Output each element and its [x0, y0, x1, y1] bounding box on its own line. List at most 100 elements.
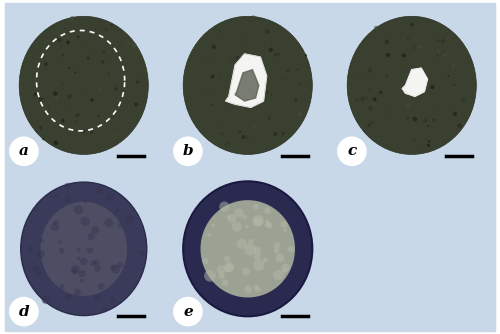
Circle shape — [26, 246, 33, 252]
Circle shape — [91, 226, 99, 234]
Circle shape — [209, 94, 210, 96]
Circle shape — [42, 299, 47, 303]
Circle shape — [224, 264, 233, 272]
Circle shape — [54, 96, 58, 99]
Circle shape — [94, 50, 98, 54]
Ellipse shape — [21, 182, 147, 316]
Circle shape — [304, 54, 307, 56]
Circle shape — [232, 98, 236, 102]
Circle shape — [358, 72, 362, 75]
Circle shape — [116, 208, 119, 212]
Circle shape — [71, 268, 78, 275]
Circle shape — [204, 270, 216, 282]
Circle shape — [66, 127, 67, 128]
Circle shape — [427, 125, 429, 127]
Circle shape — [245, 224, 249, 228]
Circle shape — [114, 88, 117, 91]
Circle shape — [252, 124, 256, 129]
Circle shape — [253, 204, 259, 210]
Circle shape — [212, 44, 216, 49]
Circle shape — [264, 221, 271, 227]
Circle shape — [76, 120, 78, 122]
Circle shape — [245, 78, 246, 80]
Circle shape — [360, 124, 362, 126]
Circle shape — [386, 53, 390, 57]
Circle shape — [68, 145, 69, 146]
Circle shape — [86, 56, 90, 60]
Circle shape — [398, 63, 404, 68]
Circle shape — [259, 130, 261, 132]
Circle shape — [437, 49, 440, 52]
Circle shape — [111, 265, 120, 274]
Circle shape — [435, 35, 438, 37]
Circle shape — [228, 214, 236, 223]
Circle shape — [386, 112, 388, 113]
Circle shape — [406, 117, 409, 120]
Circle shape — [58, 240, 61, 244]
Circle shape — [64, 294, 72, 301]
Text: b: b — [182, 144, 193, 158]
Circle shape — [447, 38, 448, 40]
Circle shape — [80, 279, 84, 283]
Circle shape — [274, 53, 277, 56]
Ellipse shape — [347, 16, 476, 154]
Ellipse shape — [19, 16, 148, 154]
Circle shape — [71, 265, 80, 273]
Circle shape — [429, 129, 432, 132]
Circle shape — [254, 253, 261, 260]
Polygon shape — [402, 68, 427, 96]
Circle shape — [360, 97, 365, 101]
Circle shape — [110, 265, 116, 270]
Circle shape — [36, 250, 45, 259]
Circle shape — [402, 53, 406, 57]
Circle shape — [53, 91, 58, 96]
Circle shape — [216, 265, 226, 275]
Circle shape — [101, 60, 104, 63]
Circle shape — [73, 34, 74, 36]
Circle shape — [448, 75, 450, 77]
Circle shape — [54, 92, 58, 96]
Circle shape — [424, 119, 428, 123]
Text: d: d — [18, 305, 29, 319]
Circle shape — [54, 140, 59, 145]
Circle shape — [174, 298, 202, 326]
Circle shape — [224, 143, 227, 146]
Circle shape — [42, 296, 50, 304]
Circle shape — [414, 38, 417, 41]
Circle shape — [86, 247, 94, 254]
Circle shape — [104, 218, 114, 227]
Circle shape — [277, 53, 280, 55]
Circle shape — [126, 215, 134, 223]
Circle shape — [436, 55, 438, 56]
Circle shape — [268, 48, 273, 52]
Circle shape — [218, 273, 224, 279]
Circle shape — [242, 215, 247, 219]
Text: e: e — [183, 305, 193, 319]
Circle shape — [126, 41, 130, 45]
Circle shape — [106, 193, 114, 201]
Circle shape — [439, 63, 443, 67]
Circle shape — [276, 253, 284, 263]
Circle shape — [201, 91, 204, 94]
Circle shape — [54, 194, 58, 198]
Circle shape — [108, 81, 109, 82]
Circle shape — [44, 62, 48, 66]
Circle shape — [81, 129, 86, 134]
Circle shape — [338, 137, 366, 165]
Circle shape — [255, 287, 260, 292]
Circle shape — [202, 258, 208, 264]
Circle shape — [100, 92, 102, 94]
Circle shape — [444, 53, 448, 56]
Circle shape — [282, 132, 285, 135]
Circle shape — [280, 221, 287, 228]
Circle shape — [251, 15, 256, 20]
Circle shape — [132, 43, 136, 48]
Circle shape — [110, 297, 116, 304]
Circle shape — [368, 106, 372, 111]
Circle shape — [207, 233, 211, 237]
Circle shape — [274, 132, 278, 136]
Circle shape — [204, 101, 207, 104]
Circle shape — [42, 138, 44, 140]
Circle shape — [68, 67, 70, 69]
Circle shape — [76, 257, 80, 260]
